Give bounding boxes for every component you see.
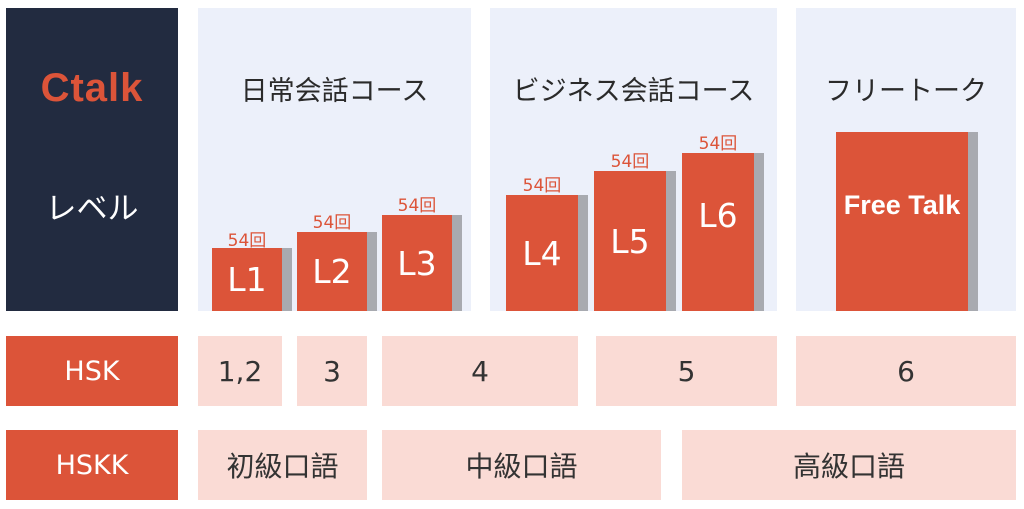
level-4-bar: L4 [506, 195, 578, 311]
free-talk-label: Free Talk [843, 189, 961, 220]
course-title-free: フリートーク [825, 75, 987, 107]
level-5-label: L5 [610, 221, 650, 261]
hskk-cell-beginner: 初級口語 [198, 430, 367, 500]
hsk-cell-1-2-text: 1,2 [217, 354, 263, 388]
level-4-count: 54回 [522, 176, 562, 196]
hsk-label: HSK [64, 355, 120, 387]
level-3-label: L3 [397, 243, 437, 283]
hsk-cell-6: 6 [796, 336, 1016, 406]
hskk-cell-intermediate-text: 中級口語 [465, 450, 578, 483]
free-talk-bar: Free Talk [836, 132, 968, 311]
brand-logo: Ctalk [40, 65, 144, 110]
hsk-cell-5-text: 5 [677, 354, 696, 388]
hsk-cell-4: 4 [382, 336, 578, 406]
level-3-count: 54回 [397, 196, 437, 216]
hskk-cell-intermediate: 中級口語 [382, 430, 661, 500]
hskk-cell-advanced: 高級口語 [682, 430, 1016, 500]
level-5-count: 54回 [610, 152, 650, 172]
course-title-business: ビジネス会話コース [512, 75, 755, 107]
hsk-row-label: HSK [6, 336, 178, 406]
hsk-cell-1-2: 1,2 [198, 336, 282, 406]
level-2-bar: L2 [297, 232, 367, 311]
level-6-label: L6 [698, 195, 738, 235]
hskk-cell-advanced-text: 高級口語 [792, 450, 905, 483]
hskk-label: HSKK [55, 449, 129, 481]
level-1-bar: L1 [212, 248, 282, 311]
hsk-cell-5: 5 [596, 336, 777, 406]
level-3-bar: L3 [382, 215, 452, 311]
level-1-label: L1 [227, 260, 267, 299]
level-2-label: L2 [312, 252, 352, 291]
level-header-panel: Ctalk レベル [6, 8, 178, 311]
level-2-count: 54回 [312, 213, 352, 233]
hsk-cell-6-text: 6 [897, 354, 915, 388]
hsk-cell-3-text: 3 [323, 354, 341, 388]
level-4-label: L4 [522, 233, 562, 273]
level-5-bar: L5 [594, 171, 666, 311]
level-6-bar: L6 [682, 153, 754, 311]
hskk-row-label: HSKK [6, 430, 178, 500]
level-6-count: 54回 [698, 134, 738, 154]
course-title-daily: 日常会話コース [240, 75, 429, 107]
level-1-count: 54回 [227, 231, 267, 251]
level-label: レベル [45, 190, 139, 227]
hskk-cell-beginner-text: 初級口語 [226, 450, 339, 483]
hsk-cell-4-text: 4 [471, 354, 489, 388]
hsk-cell-3: 3 [297, 336, 367, 406]
